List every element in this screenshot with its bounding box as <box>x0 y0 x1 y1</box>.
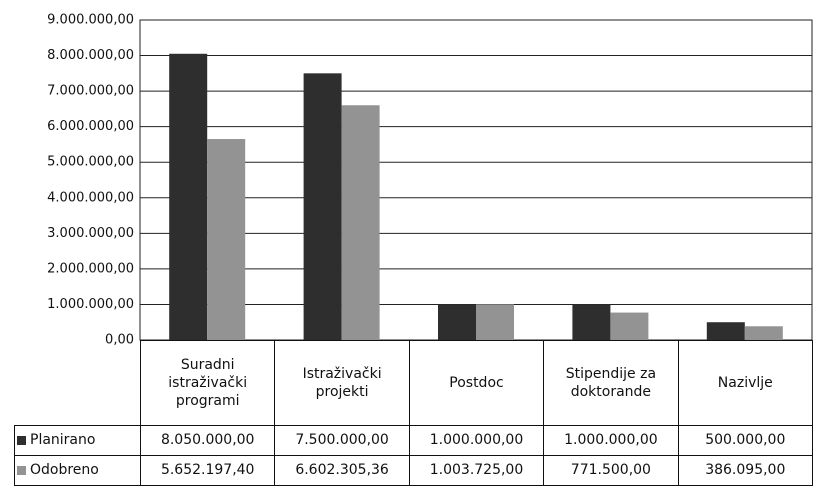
table-value: 7.500.000,00 <box>274 425 410 456</box>
category-label-text: Postdoc <box>449 374 504 391</box>
bar <box>207 139 246 340</box>
category-label: Postdoc <box>408 340 545 426</box>
bar <box>438 304 476 340</box>
table-value-text: 7.500.000,00 <box>295 432 389 449</box>
table-value-text: 1.000.000,00 <box>429 432 524 449</box>
category-label-text: Istraživački projekti <box>302 365 382 400</box>
table-value: 6.602.305,36 <box>274 455 410 486</box>
bar <box>610 312 649 340</box>
y-tick-label: 8.000.000,00 <box>47 48 134 63</box>
table-value-text: 1.000.000,00 <box>564 432 658 449</box>
table-value: 386.095,00 <box>677 455 813 486</box>
table-value: 771.500,00 <box>543 455 679 486</box>
y-tick-label: 2.000.000,00 <box>47 261 134 276</box>
bar <box>476 304 514 340</box>
legend-entry-text: Planirano <box>30 432 96 449</box>
table-value-text: 5.652.197,40 <box>160 462 255 479</box>
table-value-text: 6.602.305,36 <box>295 462 389 479</box>
legend-key <box>17 466 26 475</box>
category-label: Suradni istraživački programi <box>140 340 276 426</box>
category-label: Stipendije za doktorande <box>543 340 679 426</box>
y-tick-label: 1.000.000,00 <box>47 297 134 312</box>
bar <box>572 304 611 340</box>
y-tick-label: 0,00 <box>105 333 134 348</box>
table-value: 8.050.000,00 <box>140 425 276 456</box>
table-value-text: 386.095,00 <box>705 462 786 479</box>
table-value: 500.000,00 <box>677 425 813 456</box>
table-value: 1.000.000,00 <box>408 425 545 456</box>
category-label-text: Suradni istraživački programi <box>168 356 248 410</box>
y-tick-label: 9.000.000,00 <box>47 13 134 28</box>
table-value-text: 500.000,00 <box>705 432 786 449</box>
bar <box>744 326 783 340</box>
category-label: Nazivlje <box>677 340 813 426</box>
table-value: 1.000.000,00 <box>543 425 679 456</box>
table-value-text: 8.050.000,00 <box>160 432 255 449</box>
bar <box>706 322 745 340</box>
y-tick-label: 4.000.000,00 <box>47 190 134 205</box>
y-tick-label: 5.000.000,00 <box>47 155 134 170</box>
legend-entry: Odobreno <box>14 455 141 486</box>
legend-entry: Planirano <box>14 425 141 456</box>
bar <box>341 105 380 340</box>
table-value-text: 771.500,00 <box>570 462 651 479</box>
category-label-text: Nazivlje <box>717 374 773 391</box>
bar <box>169 53 208 341</box>
legend-key <box>17 436 26 445</box>
y-tick-label: 6.000.000,00 <box>47 119 134 134</box>
legend-entry-text: Odobreno <box>30 462 99 479</box>
table-value-text: 1.003.725,00 <box>429 462 524 479</box>
y-tick-label: 7.000.000,00 <box>47 84 134 99</box>
category-label: Istraživački projekti <box>274 340 410 426</box>
bar <box>303 73 342 340</box>
table-value: 1.003.725,00 <box>408 455 545 486</box>
table-value: 5.652.197,40 <box>140 455 276 486</box>
y-tick-label: 3.000.000,00 <box>47 226 134 241</box>
category-label-text: Stipendije za doktorande <box>565 365 657 400</box>
